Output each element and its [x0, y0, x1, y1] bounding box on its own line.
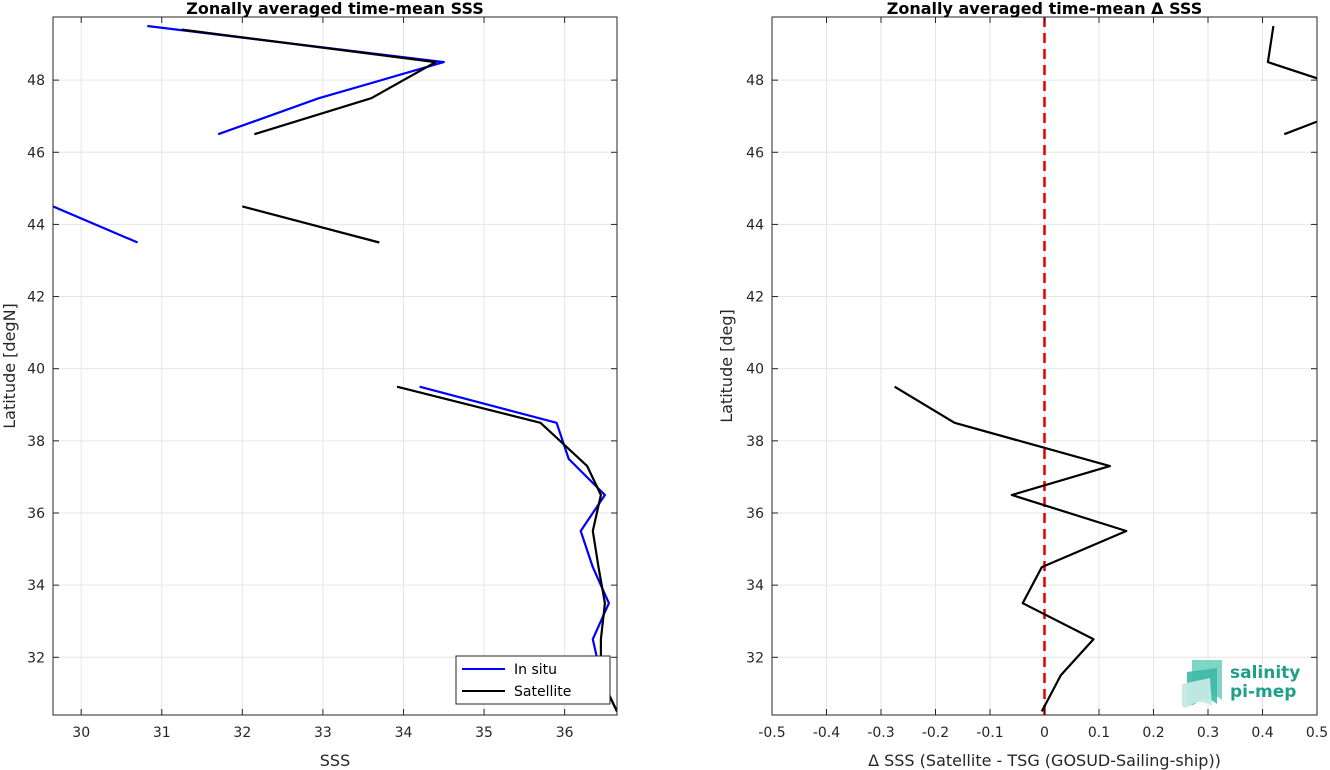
sss-panel: 30 31 32 33 34 35 36 32 34 36 38 40 42 44 46 48 Zonall…	[0, 0, 618, 770]
legend-entry-in-situ: In situ	[514, 662, 557, 678]
y-tick-label: 48	[746, 73, 764, 89]
axes-frame	[52, 16, 618, 716]
plot-area	[53, 17, 617, 715]
series-group	[894, 25, 1317, 712]
legend-entry-satellite: Satellite	[514, 684, 571, 700]
y-tick-labels: 32 34 36 38 40 42 44 46 48	[746, 73, 1317, 666]
salinity-pi-mep-logo: salinity pi-mep	[1182, 660, 1300, 708]
logo-text-salinity: salinity	[1230, 663, 1300, 683]
delta-sss-panel: -0.5 -0.4 -0.3 -0.2 -0.1 0 0.1 0.2 0.3 0.4 0.5 323…	[717, 0, 1328, 770]
x-tick-label: 0.3	[1197, 725, 1219, 741]
wave-logo-icon	[1182, 660, 1222, 708]
x-tick-label: 36	[556, 725, 574, 741]
series-line-series-0	[1266, 25, 1317, 80]
y-tick-label: 48	[27, 73, 45, 89]
x-tick-label: -0.5	[758, 725, 785, 741]
x-tick-label: 33	[314, 725, 332, 741]
y-axis-label: Latitude [degN]	[0, 303, 19, 429]
x-tick-labels: -0.5 -0.4 -0.3 -0.2 -0.1 0 0.1 0.2 0.3 0.4 0.5	[758, 17, 1328, 741]
y-tick-label: 36	[27, 506, 45, 522]
x-tick-label: -0.1	[976, 725, 1003, 741]
y-axis-label: Latitude [deg]	[717, 309, 736, 423]
y-tick-label: 38	[27, 434, 45, 450]
y-tick-label: 32	[27, 650, 45, 666]
x-tick-label: 0.4	[1251, 725, 1273, 741]
y-tick-label: 46	[746, 145, 764, 161]
x-tick-label: -0.4	[813, 725, 840, 741]
x-tick-label: 0.2	[1142, 725, 1164, 741]
y-tick-label: 36	[746, 506, 764, 522]
x-tick-label: -0.2	[922, 725, 949, 741]
legend-box	[455, 655, 611, 705]
x-tick-label: 31	[153, 725, 171, 741]
x-tick-label: 32	[233, 725, 251, 741]
chart-title: Zonally averaged time-mean Δ SSS	[887, 0, 1203, 18]
y-tick-label: 44	[746, 217, 764, 233]
y-tick-label: 42	[27, 290, 45, 306]
x-tick-label: 0	[1040, 725, 1049, 741]
x-tick-label: 0.5	[1306, 725, 1328, 741]
y-tick-label: 38	[746, 434, 764, 450]
y-tick-label: 34	[27, 578, 45, 594]
grid	[53, 17, 617, 715]
x-tick-label: -0.3	[867, 725, 894, 741]
x-tick-label: 34	[395, 725, 413, 741]
x-tick-labels: 30 31 32 33 34 35 36	[72, 17, 574, 741]
x-tick-label: 35	[475, 725, 493, 741]
legend: In situ Satellite	[455, 655, 611, 705]
x-tick-label: 30	[72, 725, 90, 741]
y-tick-label: 40	[27, 362, 45, 378]
y-tick-label: 40	[746, 362, 764, 378]
y-tick-labels: 32 34 36 38 40 42 44 46 48	[27, 73, 617, 666]
series-line-series-0	[1283, 120, 1317, 136]
y-tick-label: 34	[746, 578, 764, 594]
y-tick-label: 32	[746, 650, 764, 666]
y-tick-label: 42	[746, 290, 764, 306]
x-axis-label: SSS	[320, 751, 350, 770]
y-tick-label: 46	[27, 145, 45, 161]
series-line-satellite	[181, 28, 437, 136]
logo-text-pi-mep: pi-mep	[1230, 682, 1296, 702]
series-line-satellite	[242, 205, 380, 244]
series-line-series-0	[894, 385, 1128, 712]
x-tick-label: 0.1	[1088, 725, 1110, 741]
y-tick-label: 44	[27, 217, 45, 233]
chart-title: Zonally averaged time-mean SSS	[186, 0, 484, 18]
x-axis-label: Δ SSS (Satellite - TSG (GOSUD-Sailing-sh…	[868, 751, 1221, 770]
series-line-in-situ	[53, 205, 139, 244]
